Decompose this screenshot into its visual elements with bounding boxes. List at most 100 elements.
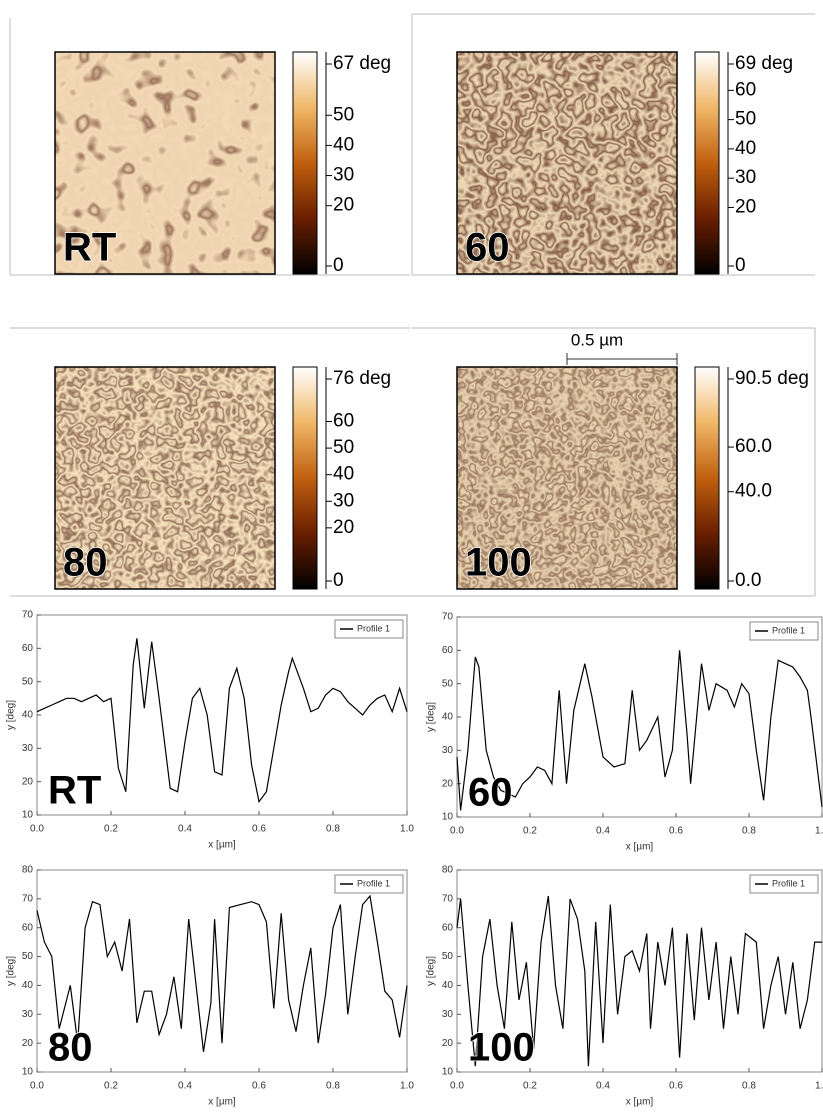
panel-label: 80 xyxy=(63,541,108,585)
y-tick-label: 50 xyxy=(22,951,34,962)
y-tick-label: 10 xyxy=(22,810,34,821)
panel-label: 100 xyxy=(468,1026,535,1070)
colorbar-label: 67 deg xyxy=(333,53,391,74)
image-border xyxy=(456,366,678,590)
x-tick-label: 0.0 xyxy=(30,1081,44,1092)
colorbar-label: 60.0 xyxy=(735,436,772,457)
panel-label: 60 xyxy=(465,226,510,270)
colorbar-label: 60 xyxy=(735,79,756,100)
x-axis-label: x [µm] xyxy=(208,840,236,851)
x-axis-label: x [µm] xyxy=(626,842,654,853)
panel-frames xyxy=(9,13,816,597)
legend-label: Profile 1 xyxy=(357,623,390,633)
colorbar-label: 50 xyxy=(333,437,354,458)
y-tick-label: 30 xyxy=(442,745,454,756)
plot-frame xyxy=(36,614,408,816)
legend-box xyxy=(334,874,404,894)
x-tick-label: 0.8 xyxy=(326,1081,340,1092)
y-tick-label: 40 xyxy=(22,710,34,721)
afm-image xyxy=(457,367,677,589)
colorbar-label: 69 deg xyxy=(735,53,793,74)
x-tick-label: 0.6 xyxy=(669,1081,683,1092)
colorbar-label: 30 xyxy=(333,165,354,186)
colorbar-label: 90.5 deg xyxy=(735,368,809,389)
x-tick-label: 0.0 xyxy=(450,826,464,837)
colorbar-label: 50 xyxy=(333,104,354,125)
y-tick-label: 70 xyxy=(22,893,34,904)
colorbar-label: 20 xyxy=(735,196,756,217)
colorbar-label: 0 xyxy=(735,255,746,276)
y-axis-label: y [deg] xyxy=(6,956,17,986)
y-tick-label: 20 xyxy=(442,778,454,789)
legend-label: Profile 1 xyxy=(772,625,805,635)
x-tick-label: 0.4 xyxy=(596,826,610,837)
y-tick-label: 50 xyxy=(22,676,34,687)
x-tick-label: 0.2 xyxy=(104,824,118,835)
afm-image xyxy=(457,52,677,274)
y-tick-label: 30 xyxy=(22,743,34,754)
colorbar-label: 20 xyxy=(333,517,354,538)
profile-line xyxy=(456,895,822,1067)
x-tick-label: 0.2 xyxy=(523,1081,537,1092)
y-tick-label: 60 xyxy=(22,643,34,654)
y-tick-label: 50 xyxy=(442,678,454,689)
y-axis-label: y [deg] xyxy=(426,702,437,732)
y-tick-label: 70 xyxy=(442,893,454,904)
panel-label: 60 xyxy=(468,771,513,815)
x-tick-label: 0.6 xyxy=(669,826,683,837)
colorbar-label: 30 xyxy=(333,490,354,511)
panel-label: 100 xyxy=(465,541,532,585)
y-tick-label: 10 xyxy=(22,1067,34,1078)
image-border xyxy=(54,51,276,275)
image-border xyxy=(54,366,276,590)
legend-box xyxy=(749,874,819,894)
colorbar-label: 76 deg xyxy=(333,368,391,389)
y-axis-label: y [deg] xyxy=(426,956,437,986)
y-tick-label: 20 xyxy=(22,776,34,787)
legend-label: Profile 1 xyxy=(772,878,805,888)
colorbar xyxy=(292,366,318,590)
x-tick-label: 0.8 xyxy=(742,826,756,837)
y-tick-label: 80 xyxy=(442,865,454,876)
x-axis-label: x [µm] xyxy=(626,1097,654,1108)
colorbar-label: 0.0 xyxy=(735,570,761,591)
colorbar xyxy=(694,51,720,275)
y-tick-label: 20 xyxy=(22,1038,34,1049)
x-tick-label: 0.8 xyxy=(326,824,340,835)
y-tick-label: 10 xyxy=(442,812,454,823)
colorbar-label: 40 xyxy=(333,464,354,485)
profile-line xyxy=(36,638,408,804)
x-tick-label: 0.4 xyxy=(178,824,192,835)
legend-box xyxy=(334,619,404,639)
x-tick-label: 0.0 xyxy=(30,824,44,835)
image-border xyxy=(456,51,678,275)
colorbar xyxy=(292,51,318,275)
y-tick-label: 40 xyxy=(22,980,34,991)
colorbar-label: 0 xyxy=(333,570,344,591)
afm-image xyxy=(55,367,275,589)
colorbar xyxy=(694,366,720,590)
x-tick-label: 0.6 xyxy=(252,1081,266,1092)
colorbar-label: 40 xyxy=(735,138,756,159)
colorbar-label: 40 xyxy=(333,134,354,155)
y-tick-label: 30 xyxy=(442,1009,454,1020)
scale-bar-label: 0.5 µm xyxy=(571,330,623,349)
afm-image xyxy=(55,52,275,274)
y-tick-label: 10 xyxy=(442,1067,454,1078)
colorbar-label: 50 xyxy=(735,109,756,130)
x-tick-label: 1.0 xyxy=(400,1081,414,1092)
colorbar-label: 20 xyxy=(333,195,354,216)
y-tick-label: 40 xyxy=(442,712,454,723)
panel-label: RT xyxy=(63,226,116,270)
y-tick-label: 60 xyxy=(22,922,34,933)
x-tick-label: 1.0 xyxy=(815,1081,823,1092)
panel-label: RT xyxy=(48,769,101,813)
y-tick-label: 20 xyxy=(442,1038,454,1049)
profile-line xyxy=(456,650,823,811)
profile-line xyxy=(36,894,408,1052)
legend-box xyxy=(749,621,819,641)
colorbar-label: 30 xyxy=(735,167,756,188)
legend-label: Profile 1 xyxy=(357,878,390,888)
colorbar-label: 60 xyxy=(333,411,354,432)
